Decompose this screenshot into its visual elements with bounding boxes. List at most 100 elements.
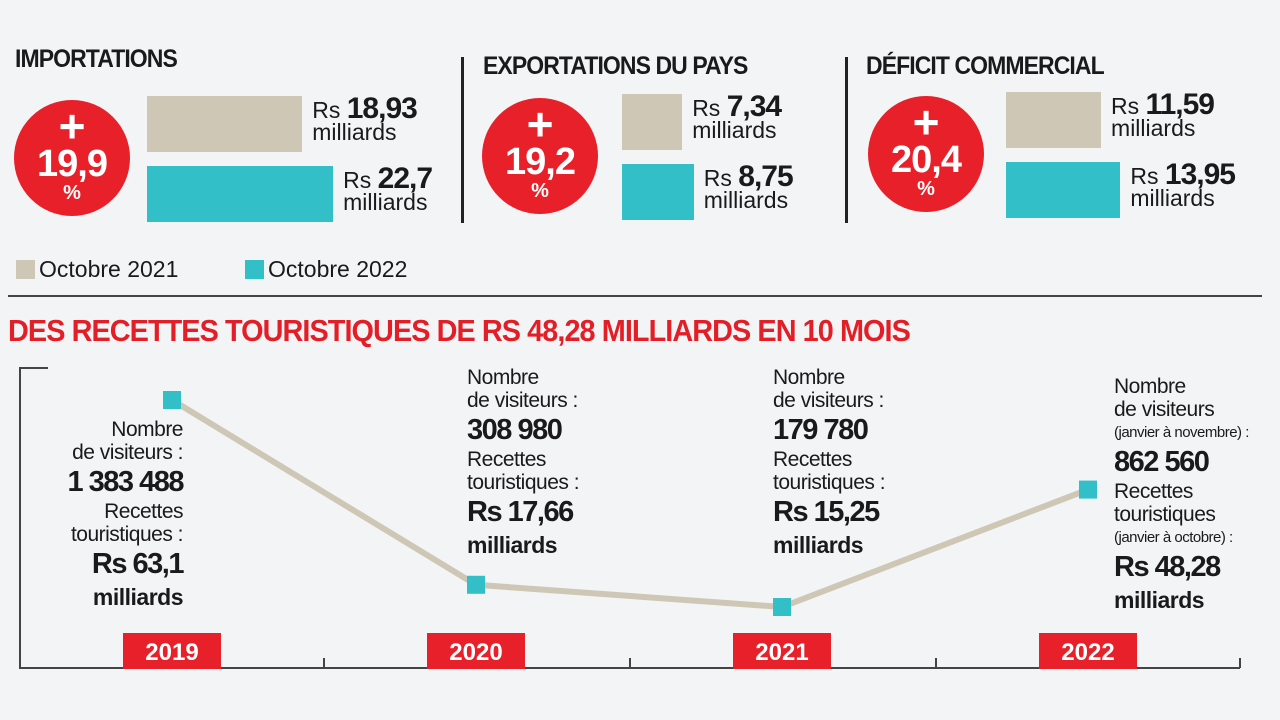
visitors-line	[170, 397, 1090, 611]
receipts-unit: milliards	[1114, 587, 1205, 613]
receipts-unit: milliards	[773, 532, 864, 558]
year-label: 2021	[733, 633, 831, 669]
receipts-label: Recettes	[1114, 480, 1193, 503]
receipts-value: Rs 63,1	[91, 548, 185, 580]
plus-icon: +	[526, 98, 554, 150]
legend-2021: Octobre 2021	[16, 256, 178, 283]
visitors-label: de visiteurs	[1114, 398, 1215, 421]
legend-2022: Octobre 2022	[245, 256, 407, 283]
chart-axis	[19, 367, 1240, 669]
value-2022: Rs 22,7 milliards	[343, 164, 433, 215]
receipts-label: touristiques :	[70, 523, 184, 546]
receipts-label: touristiques	[1114, 503, 1216, 526]
currency: Rs	[312, 97, 341, 123]
section-rule	[8, 295, 1262, 297]
amount: 7,34	[726, 90, 782, 123]
receipts-value: Rs 15,25	[773, 496, 880, 528]
unit: milliards	[703, 187, 789, 213]
bar-2021	[622, 94, 683, 150]
value-2021: Rs 18,93 milliards	[312, 94, 418, 145]
change-value: 19,2	[505, 141, 576, 183]
currency: Rs	[1130, 163, 1159, 189]
legend-swatch	[245, 260, 264, 279]
plus-icon: +	[912, 96, 940, 148]
visitors-label: de visiteurs :	[467, 389, 578, 412]
visitors-value: 862 560	[1114, 446, 1210, 478]
data-point-2022	[1079, 480, 1097, 499]
panel-title: EXPORTATIONS DU PAYS	[483, 52, 748, 80]
divider	[845, 57, 848, 223]
legend-swatch	[16, 260, 35, 279]
amount: 22,7	[377, 162, 433, 195]
data-point-2021	[773, 598, 791, 616]
change-value: 20,4	[891, 139, 962, 181]
receipts-label: Recettes	[773, 448, 852, 471]
value-2021: Rs 11,59 milliards	[1111, 90, 1215, 141]
bar-2022	[622, 164, 694, 220]
currency: Rs	[692, 95, 721, 121]
visitors-value: 179 780	[773, 414, 869, 446]
panel-title: IMPORTATIONS	[15, 45, 178, 73]
year-label: 2020	[427, 633, 525, 669]
percent-symbol: %	[917, 178, 935, 200]
unit: milliards	[692, 117, 777, 143]
receipts-label: touristiques :	[773, 471, 886, 494]
chart-title: DES RECETTES TOURISTIQUES DE RS 48,28 MI…	[8, 313, 911, 348]
amount: 8,75	[738, 160, 793, 193]
receipts-note: (janvier à octobre) :	[1114, 529, 1233, 546]
currency: Rs	[1111, 93, 1140, 119]
point-annotation: Nombre de visiteurs (janvier à novembre)…	[1114, 375, 1249, 615]
percent-symbol: %	[63, 182, 81, 204]
visitors-value: 308 980	[467, 414, 563, 446]
bar-2022	[147, 166, 334, 222]
visitors-label: Nombre	[773, 366, 845, 389]
currency: Rs	[343, 167, 372, 193]
receipts-unit: milliards	[467, 532, 558, 558]
unit: milliards	[1130, 185, 1215, 211]
visitors-label: Nombre	[1114, 375, 1186, 398]
change-badge: + 20,4 %	[868, 96, 984, 212]
amount: 18,93	[346, 92, 418, 125]
receipts-value: Rs 17,66	[467, 496, 574, 528]
change-badge: + 19,9 %	[14, 100, 130, 216]
unit: milliards	[312, 119, 397, 145]
data-point-2019	[163, 391, 181, 409]
visitors-label: de visiteurs :	[72, 441, 183, 464]
bar-2021	[1006, 92, 1102, 148]
visitors-label: Nombre	[111, 418, 183, 441]
visitors-note: (janvier à novembre) :	[1114, 424, 1249, 441]
panel-title: DÉFICIT COMMERCIAL	[866, 52, 1105, 80]
year-label: 2022	[1039, 633, 1137, 669]
divider	[461, 57, 464, 223]
visitors-value: 1 383 488	[67, 466, 184, 498]
change-badge: + 19,2 %	[482, 98, 598, 214]
legend-label: Octobre 2022	[268, 256, 408, 282]
value-2022: Rs 8,75 milliards	[703, 162, 794, 213]
visitors-label: de visiteurs :	[773, 389, 884, 412]
unit: milliards	[343, 189, 428, 215]
receipts-label: Recettes	[104, 500, 183, 523]
receipts-label: touristiques :	[467, 471, 580, 494]
point-annotation: Nombre de visiteurs : 179 780 Recettes t…	[773, 366, 886, 560]
plus-icon: +	[58, 100, 86, 152]
data-point-2020	[467, 575, 485, 594]
unit: milliards	[1111, 115, 1196, 141]
amount: 13,95	[1164, 158, 1236, 191]
visitors-label: Nombre	[467, 366, 539, 389]
currency: Rs	[703, 165, 732, 191]
point-annotation: Nombre de visiteurs : 308 980 Recettes t…	[467, 366, 580, 560]
receipts-label: Recettes	[467, 448, 546, 471]
bar-2022	[1006, 162, 1121, 218]
receipts-value: Rs 48,28	[1114, 551, 1221, 583]
value-2021: Rs 7,34 milliards	[692, 92, 782, 143]
year-label: 2019	[123, 633, 221, 669]
value-2022: Rs 13,95 milliards	[1130, 160, 1236, 211]
receipts-unit: milliards	[92, 584, 184, 610]
point-annotation: Nombre de visiteurs : 1 383 488 Recettes…	[67, 418, 185, 612]
legend-label: Octobre 2021	[39, 256, 179, 282]
bar-2021	[147, 96, 303, 152]
amount: 11,59	[1145, 88, 1215, 121]
percent-symbol: %	[531, 180, 549, 202]
change-value: 19,9	[37, 143, 108, 185]
